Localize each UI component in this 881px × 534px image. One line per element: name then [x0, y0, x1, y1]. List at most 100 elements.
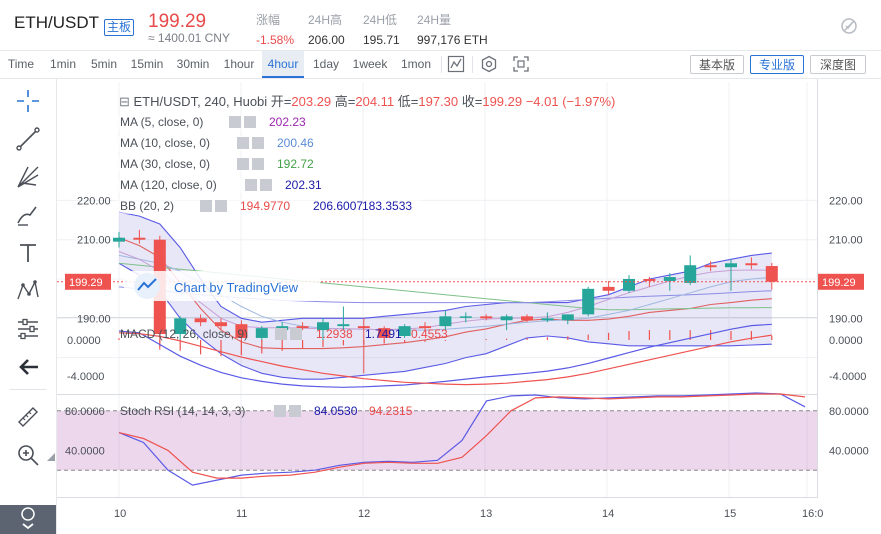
indicator-value: 200.46 [277, 136, 314, 150]
depth-view-button[interactable]: 深度图 [810, 55, 866, 74]
indicator-name: MA (5, close, 0) [120, 115, 203, 129]
macd-tick-right: -4.0000 [829, 371, 866, 383]
timeframe-1day[interactable]: 1day [312, 57, 340, 71]
timeframe-1week[interactable]: 1week [352, 57, 388, 71]
high-value: 204.11 [355, 94, 397, 109]
candle-body [623, 279, 635, 291]
candle-body [235, 324, 248, 338]
price-chart[interactable]: 220.00220.00210.00210.00200.00200.00190.… [57, 79, 881, 534]
candle-body [419, 326, 431, 329]
timeframe-15min[interactable]: 15min [130, 57, 164, 71]
indicator-settings-icon [237, 137, 249, 149]
indicator-name: BB (20, 2) [120, 199, 174, 213]
candle-body [378, 328, 391, 338]
bb-upper-line [118, 211, 772, 323]
ohlc-legend: ⊟ ETH/USDT, 240, Huobi 开=203.29 高=204.11… [119, 94, 615, 109]
candle-body [296, 326, 309, 329]
stoch-tick-right: 80.0000 [829, 406, 869, 418]
trend-line-icon[interactable] [14, 125, 42, 153]
drawing-toolbar [0, 79, 57, 534]
zoom-icon[interactable] [14, 441, 42, 469]
timeframe-1hour[interactable]: 1hour [223, 57, 255, 71]
candle-body [337, 324, 350, 327]
legend-row-bg [117, 157, 337, 172]
candle-body [174, 318, 187, 335]
macd-signal-line [118, 332, 772, 386]
timeframe-4hour[interactable]: 4hour [262, 51, 304, 78]
candle-body [704, 265, 717, 268]
chart-toolbar: Time 1min 5min 15min 30min 1hour 4hour 1… [0, 51, 881, 79]
indicator-value: 202.31 [285, 178, 322, 192]
ruler-icon[interactable] [14, 403, 42, 431]
candle-body [317, 322, 329, 331]
fullscreen-icon[interactable] [512, 55, 530, 73]
candle-body [725, 263, 737, 268]
macd-pane [118, 323, 773, 388]
price-tick-left: 220.00 [77, 195, 111, 207]
chart-legend: ⊟ ETH/USDT, 240, Huobi 开=203.29 高=204.11… [117, 94, 615, 418]
pro-view-button[interactable]: 专业版 [750, 55, 804, 74]
back-arrow-icon[interactable] [14, 353, 42, 381]
indicator-value: 202.23 [269, 115, 306, 129]
stoch-tick-right: 40.0000 [829, 445, 869, 457]
candle-body [500, 316, 513, 321]
candle-body [480, 316, 493, 319]
last-price-tag-right-text: 199.29 [822, 277, 856, 289]
hide-toolbar-button[interactable] [0, 505, 56, 534]
stoch-settings-icon [274, 405, 286, 417]
macd-settings-icon [275, 328, 287, 340]
no-alerts-icon[interactable] [840, 17, 858, 35]
expand-arrow-icon[interactable] [47, 453, 55, 461]
pair-name[interactable]: ETH/USDT [14, 13, 99, 32]
timeframe-time[interactable]: Time [7, 57, 35, 71]
price-tick-right: 190.00 [829, 313, 863, 325]
stoch-value: 94.2315 [369, 404, 413, 418]
macd-value: 1.2938 [316, 327, 353, 341]
macd-value: 1.7491 [365, 327, 402, 341]
stat-high-label: 24H高 [308, 13, 343, 27]
candle-body [255, 328, 268, 338]
legend-row-bg [117, 115, 329, 130]
candle-body [133, 237, 146, 240]
settings-icon[interactable] [480, 55, 498, 73]
candle-body [459, 316, 472, 318]
time-tick: 11 [236, 508, 247, 520]
open-value: 203.29 [291, 94, 334, 109]
open-label: 开= [271, 94, 292, 109]
candle-body [521, 316, 533, 321]
macd-tick-left: -4.0000 [67, 371, 104, 383]
crosshair-icon[interactable] [14, 87, 42, 115]
time-tick: 12 [358, 508, 370, 520]
indicator-value: 206.6007 [313, 199, 363, 213]
brush-icon[interactable] [14, 201, 42, 229]
stoch-value: 84.0530 [314, 404, 358, 418]
indicator-remove-icon [260, 179, 272, 191]
basic-view-button[interactable]: 基本版 [690, 55, 744, 74]
indicator-remove-icon [252, 137, 264, 149]
stat-change-value: -1.58% [256, 33, 295, 47]
fib-icon[interactable] [14, 163, 42, 191]
candle-body [113, 237, 125, 242]
timeframe-30min[interactable]: 30min [176, 57, 210, 71]
price-tick-left: 190.00 [77, 313, 111, 325]
tools-divider [10, 389, 46, 390]
collapse-legend-icon: ⊟ [119, 94, 134, 109]
measure-settings-icon[interactable] [14, 315, 42, 343]
candle-body [398, 326, 411, 336]
indicator-settings-icon [237, 158, 249, 170]
text-icon[interactable] [14, 239, 42, 267]
pattern-icon[interactable] [14, 277, 42, 305]
last-price: 199.29 [148, 11, 207, 32]
low-value: 197.30 [418, 94, 461, 109]
candle-body [194, 318, 207, 323]
timeframe-1min[interactable]: 1min [49, 57, 76, 71]
timeframe-1mon[interactable]: 1mon [400, 57, 432, 71]
timeframe-5min[interactable]: 5min [90, 57, 117, 71]
indicator-name: MA (120, close, 0) [120, 178, 217, 192]
indicator-icon[interactable] [447, 55, 465, 73]
indicator-name: MA (30, close, 0) [120, 157, 210, 171]
toolbar-divider [472, 56, 473, 73]
price-tick-right: 210.00 [829, 235, 863, 247]
stat-low: 24H低 195.71 [363, 11, 400, 47]
macd-value: 0.4553 [411, 327, 448, 341]
